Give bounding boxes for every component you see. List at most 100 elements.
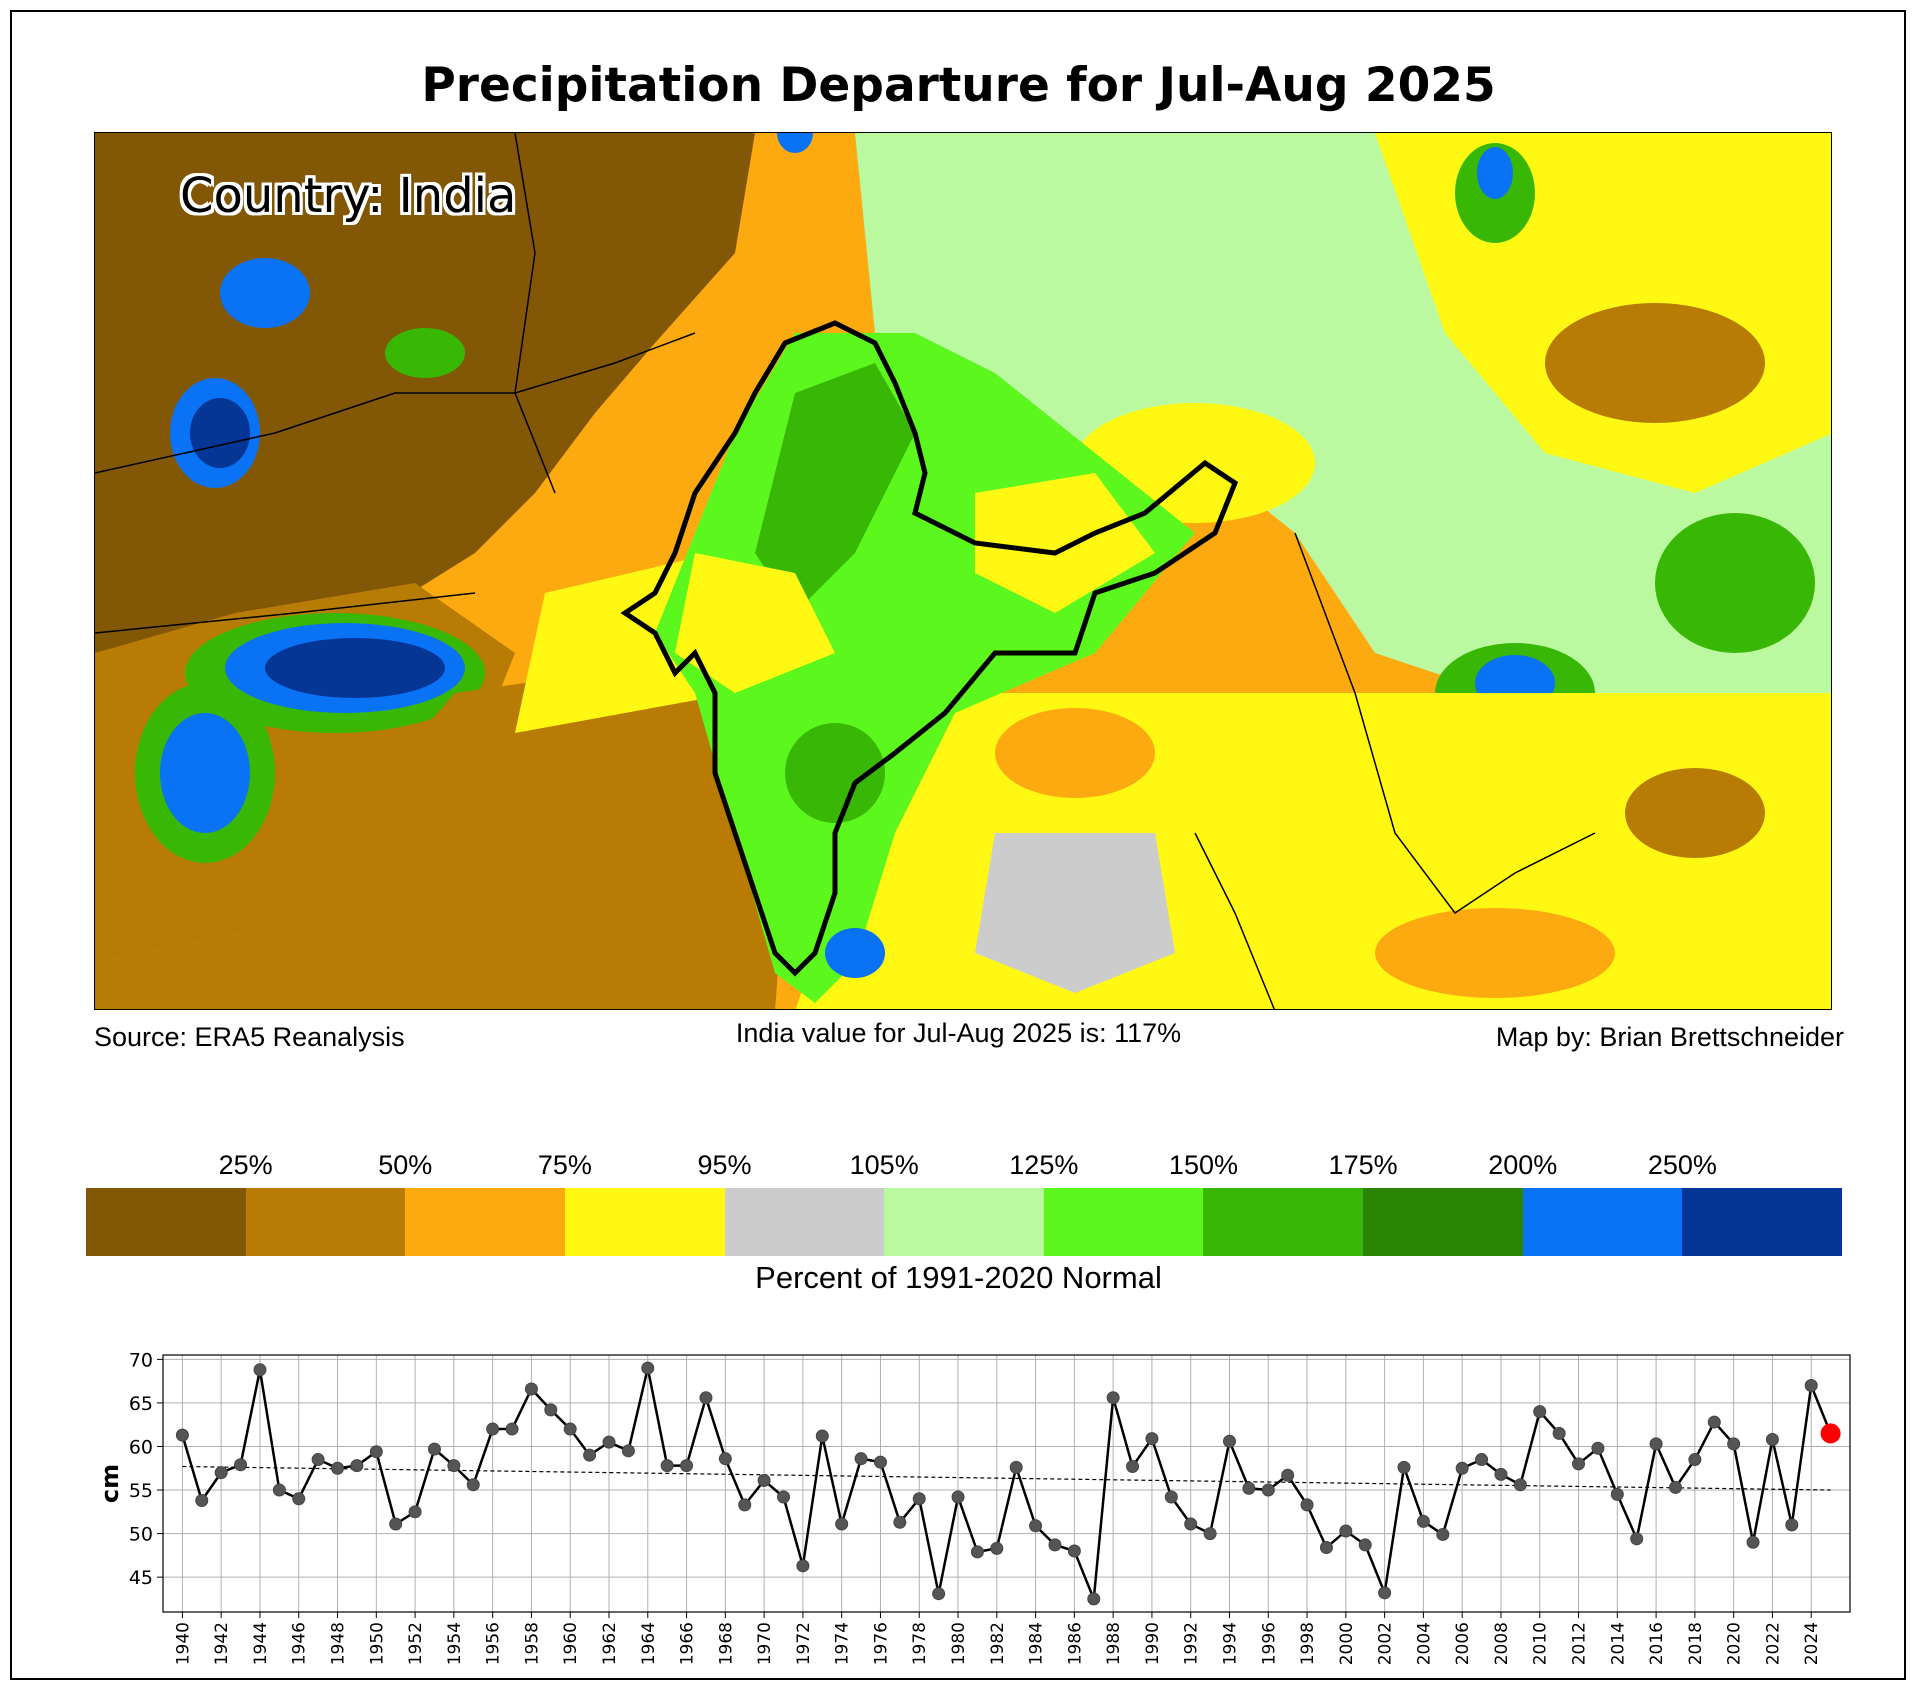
data-point xyxy=(932,1587,946,1601)
x-tick-label: 1950 xyxy=(367,1622,387,1665)
colorbar-tick-label: 200% xyxy=(1488,1150,1558,1180)
data-point xyxy=(1572,1457,1586,1471)
x-tick-label: 2012 xyxy=(1570,1622,1590,1665)
data-point xyxy=(854,1452,868,1466)
x-tick-label: 2004 xyxy=(1414,1622,1434,1665)
data-point xyxy=(1765,1433,1779,1447)
y-axis-label: cm xyxy=(96,1464,124,1503)
data-point xyxy=(1203,1527,1217,1541)
data-point xyxy=(1378,1586,1392,1600)
x-tick-label: 1978 xyxy=(910,1622,930,1665)
x-tick-label: 2008 xyxy=(1492,1622,1512,1665)
x-tick-label: 1986 xyxy=(1065,1622,1085,1665)
x-tick-label: 1952 xyxy=(406,1622,426,1665)
data-point xyxy=(660,1459,674,1473)
data-point xyxy=(1455,1461,1469,1475)
data-point xyxy=(427,1442,441,1456)
data-point xyxy=(641,1361,655,1375)
x-tick-label: 1968 xyxy=(716,1622,736,1665)
x-tick-label: 2018 xyxy=(1686,1622,1706,1665)
plot-area xyxy=(163,1355,1850,1612)
data-point xyxy=(835,1517,849,1531)
data-point xyxy=(486,1422,500,1436)
data-point xyxy=(777,1490,791,1504)
x-tick-label: 1988 xyxy=(1104,1622,1124,1665)
y-tick-label: 65 xyxy=(129,1393,153,1415)
data-point xyxy=(1436,1527,1450,1541)
data-point xyxy=(1552,1426,1566,1440)
data-point xyxy=(1533,1405,1547,1419)
data-point xyxy=(1804,1378,1818,1392)
x-tick-label: 1942 xyxy=(212,1622,232,1665)
data-point xyxy=(1591,1441,1605,1455)
x-tick-label: 1946 xyxy=(290,1622,310,1665)
colorbar-segment xyxy=(1043,1188,1204,1256)
data-point xyxy=(447,1459,461,1473)
data-point xyxy=(873,1455,887,1469)
x-tick-label: 1944 xyxy=(251,1622,271,1665)
data-point xyxy=(272,1483,286,1497)
colorbar-tick-label: 125% xyxy=(1009,1150,1079,1180)
data-point xyxy=(970,1545,984,1559)
x-tick-label: 2010 xyxy=(1531,1622,1551,1665)
data-point xyxy=(292,1492,306,1506)
data-point xyxy=(505,1422,519,1436)
data-point xyxy=(1184,1517,1198,1531)
colorbar-tick-label: 150% xyxy=(1168,1150,1238,1180)
x-tick-label: 1990 xyxy=(1143,1622,1163,1665)
data-point xyxy=(1029,1519,1043,1533)
colorbar-tick-label: 25% xyxy=(218,1150,273,1180)
credit-text: Map by: Brian Brettschneider xyxy=(1495,1022,1844,1052)
data-point xyxy=(563,1422,577,1436)
data-point xyxy=(1319,1541,1333,1555)
x-tick-label: 1962 xyxy=(600,1622,620,1665)
x-tick-label: 2016 xyxy=(1647,1622,1667,1665)
x-tick-label: 1940 xyxy=(173,1622,193,1665)
data-point xyxy=(544,1403,558,1417)
data-point xyxy=(1222,1434,1236,1448)
x-tick-label: 2000 xyxy=(1337,1622,1357,1665)
colorbar-tick-labels: 25% 50% 75% 95% 105% 125% 150% 175% 200% 250% xyxy=(86,1150,1842,1184)
data-point xyxy=(1727,1437,1741,1451)
data-point xyxy=(175,1428,189,1442)
data-point xyxy=(234,1458,248,1472)
x-tick-label: 2022 xyxy=(1763,1622,1783,1665)
data-point xyxy=(1397,1460,1411,1474)
data-point xyxy=(1145,1432,1159,1446)
x-tick-label: 1998 xyxy=(1298,1622,1318,1665)
data-point xyxy=(1416,1514,1430,1528)
data-point xyxy=(350,1459,364,1473)
x-tick-label: 1948 xyxy=(329,1622,349,1665)
x-tick-label: 1984 xyxy=(1027,1622,1047,1665)
colorbar-segment xyxy=(245,1188,406,1256)
data-point xyxy=(1513,1478,1527,1492)
data-point xyxy=(1746,1535,1760,1549)
colorbar-tick-label: 250% xyxy=(1647,1150,1717,1180)
x-tick-label: 1966 xyxy=(678,1622,698,1665)
colorbar-tick-label: 50% xyxy=(378,1150,433,1180)
x-tick-label: 1970 xyxy=(755,1622,775,1665)
colorbar-tick-label: 105% xyxy=(849,1150,919,1180)
data-point xyxy=(1668,1480,1682,1494)
y-tick-label: 55 xyxy=(129,1480,153,1502)
data-point xyxy=(912,1492,926,1506)
data-point xyxy=(990,1541,1004,1555)
data-point xyxy=(1126,1460,1140,1474)
data-point xyxy=(1164,1490,1178,1504)
x-tick-label: 2006 xyxy=(1453,1622,1473,1665)
data-point xyxy=(369,1445,383,1459)
x-tick-label: 1954 xyxy=(445,1622,465,1665)
data-point xyxy=(253,1363,267,1377)
country-value-text: India value for Jul-Aug 2025 is: 117% xyxy=(735,1018,1182,1048)
data-point xyxy=(1261,1483,1275,1497)
colorbar-segment xyxy=(564,1188,725,1256)
data-point xyxy=(195,1493,209,1507)
x-tick-label: 1956 xyxy=(484,1622,504,1665)
data-point xyxy=(214,1466,228,1480)
colorbar-segment xyxy=(884,1188,1044,1256)
highlight-point xyxy=(1820,1423,1841,1444)
colorbar xyxy=(86,1188,1843,1256)
y-tick-label: 70 xyxy=(129,1349,153,1371)
